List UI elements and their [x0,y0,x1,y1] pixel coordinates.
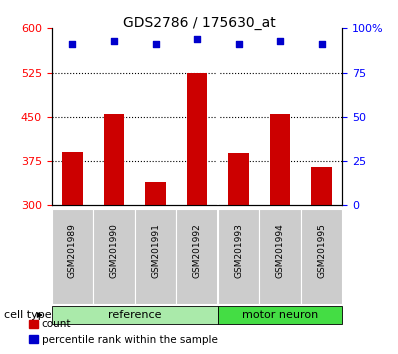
Text: GDS2786 / 175630_at: GDS2786 / 175630_at [123,16,275,30]
Point [277,38,283,44]
Bar [187,73,207,205]
Text: GSM201990: GSM201990 [109,223,119,278]
Bar [103,114,124,205]
Bar [270,114,291,205]
Text: GSM201994: GSM201994 [275,223,285,278]
Bar [62,152,83,205]
Point [69,41,76,47]
Text: cell type: cell type [4,310,52,320]
Legend: count, percentile rank within the sample: count, percentile rank within the sample [25,315,222,349]
Text: GSM201991: GSM201991 [151,223,160,278]
Point [318,41,325,47]
Bar [228,153,249,205]
Text: GSM201992: GSM201992 [193,223,201,278]
Text: reference: reference [108,310,162,320]
Bar [145,182,166,205]
Text: GSM201989: GSM201989 [68,223,77,278]
Text: GSM201993: GSM201993 [234,223,243,278]
Point [152,41,159,47]
Bar [311,167,332,205]
Text: GSM201995: GSM201995 [317,223,326,278]
Point [111,38,117,44]
Point [194,36,200,42]
Point [235,41,242,47]
Text: motor neuron: motor neuron [242,310,318,320]
